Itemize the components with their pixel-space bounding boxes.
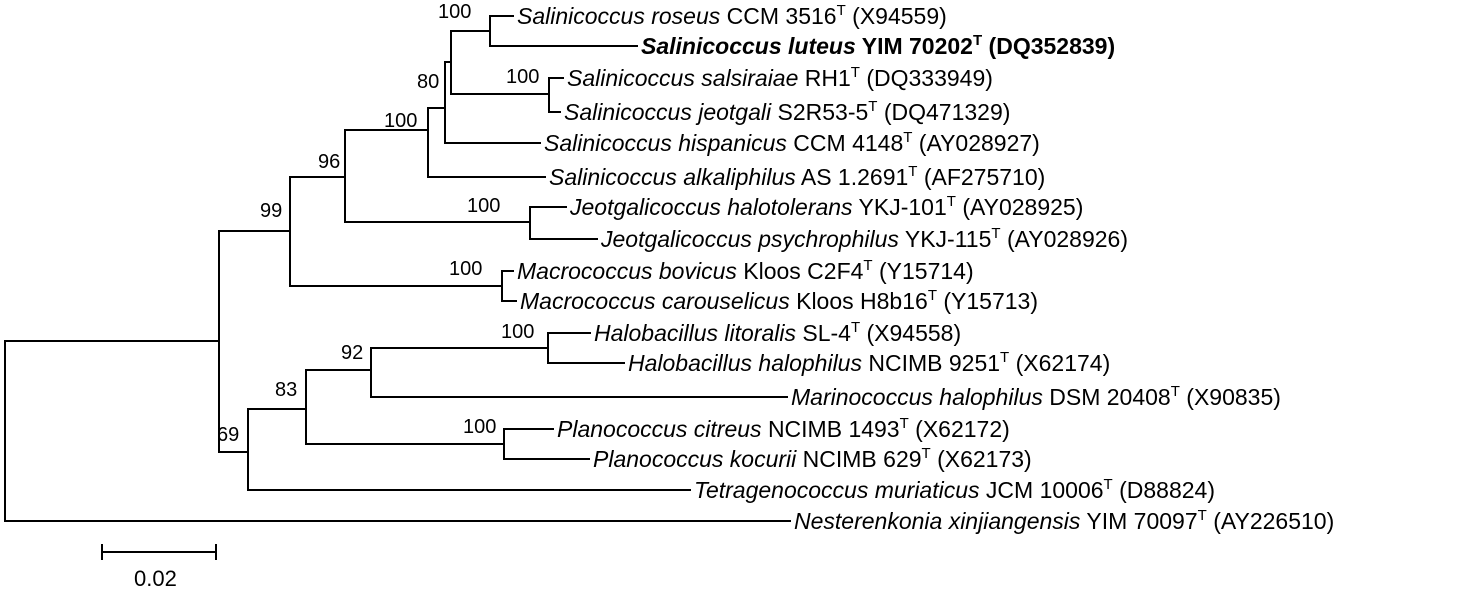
taxon-label: Tetragenococcus muriaticus JCM 10006T (D…: [694, 476, 1215, 503]
scale-bar-label: 0.02: [134, 566, 177, 591]
branch-root: [4, 340, 791, 522]
scale-bar-line: [101, 544, 217, 560]
bootstrap-salsiraiae-jeotgali: 100: [506, 66, 539, 88]
taxon-label: Jeotgalicoccus psychrophilus YKJ-115T (A…: [600, 225, 1128, 252]
bootstrap-planococcus: 100: [463, 416, 496, 438]
bootstrap-jeotgalicoccus: 100: [467, 195, 500, 217]
bootstrap-staphylococcaceae: 99: [260, 200, 282, 222]
taxon-label: Planococcus citreus NCIMB 1493T (X62172): [557, 415, 1010, 442]
taxon-label: Halobacillus litoralis SL-4T (X94558): [594, 319, 961, 346]
tree-branches: [4, 15, 791, 522]
taxon-label: Salinicoccus alkaliphilus AS 1.2691T (AF…: [549, 163, 1045, 190]
bootstrap-halobacillus: 100: [501, 321, 534, 343]
taxon-label: Macrococcus carouselicus Kloos H8b16T (Y…: [520, 287, 1038, 314]
bootstrap-macrococcus: 100: [449, 258, 482, 280]
taxon-label: Nesterenkonia xinjiangensis YIM 70097T (…: [794, 507, 1334, 534]
bootstrap-roseus-luteus: 100: [438, 1, 471, 23]
taxon-label-highlighted: Salinicoccus luteus YIM 70202T (DQ352839…: [641, 32, 1115, 59]
taxon-label: Jeotgalicoccus halotolerans YKJ-101T (AY…: [569, 193, 1083, 220]
taxon-labels: Salinicoccus roseus CCM 3516T (X94559) S…: [517, 2, 1334, 534]
bootstrap-planococcus-group: 83: [275, 379, 297, 401]
taxon-label: Marinococcus halophilus DSM 20408T (X908…: [791, 383, 1281, 410]
bootstrap-bacillales-rest: 69: [217, 424, 239, 446]
taxon-label: Salinicoccus jeotgali S2R53-5T (DQ471329…: [564, 98, 1010, 125]
bootstrap-halobacillus-marinococcus: 92: [341, 342, 363, 364]
taxon-label: Salinicoccus hispanicus CCM 4148T (AY028…: [544, 129, 1040, 156]
bootstrap-values: 100 100 80 100 96 99 100 100 100 92 83 1…: [217, 1, 539, 446]
scale-bar: 0.02: [101, 544, 217, 591]
taxon-label: Planococcus kocurii NCIMB 629T (X62173): [593, 445, 1032, 472]
taxon-label: Salinicoccus roseus CCM 3516T (X94559): [517, 2, 947, 29]
bootstrap-salinicoccus-all: 100: [384, 110, 417, 132]
taxon-label: Halobacillus halophilus NCIMB 9251T (X62…: [628, 349, 1110, 376]
taxon-label: Macrococcus bovicus Kloos C2F4T (Y15714): [517, 257, 974, 284]
bootstrap-salinicoccus-jeotgalicoccus: 96: [318, 151, 340, 173]
bootstrap-salinicoccus-core: 80: [417, 71, 439, 93]
taxon-label: Salinicoccus salsiraiae RH1T (DQ333949): [567, 64, 993, 91]
